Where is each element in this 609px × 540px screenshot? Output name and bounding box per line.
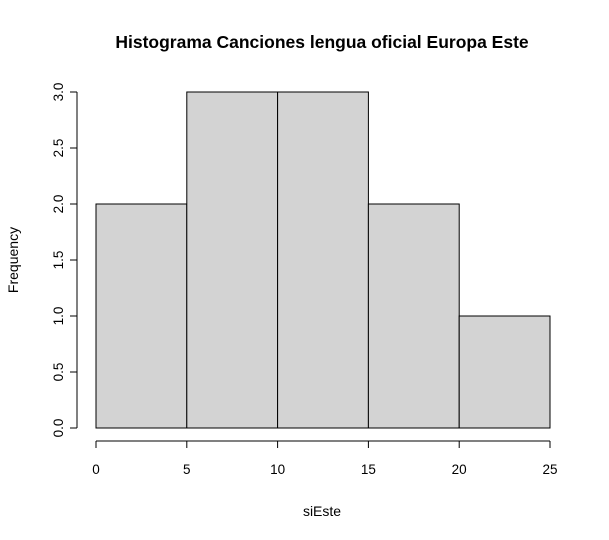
x-axis-label: siEste	[303, 503, 341, 519]
x-tick-label: 25	[542, 462, 557, 477]
y-tick-label: 2.0	[51, 195, 66, 214]
histogram-bar	[277, 91, 369, 429]
histogram-bar	[95, 203, 188, 429]
y-tick-label: 1.0	[51, 307, 66, 326]
bars-group	[95, 91, 551, 429]
y-tick-label: 2.5	[51, 139, 66, 158]
y-axis-label: Frequency	[5, 227, 21, 293]
x-tick-label: 0	[92, 462, 100, 477]
y-tick-label: 3.0	[51, 83, 66, 102]
x-tick-label: 20	[452, 462, 467, 477]
y-tick-label: 0.0	[51, 419, 66, 438]
y-tick-label: 0.5	[51, 363, 66, 382]
histogram-bar	[367, 203, 460, 429]
chart-title: Histograma Canciones lengua oficial Euro…	[115, 32, 529, 52]
y-tick-label: 1.5	[51, 251, 66, 270]
x-tick-label: 15	[361, 462, 376, 477]
x-tick-label: 5	[183, 462, 191, 477]
x-axis: 0 5 10 15 20 25	[92, 440, 558, 477]
x-tick-label: 10	[270, 462, 285, 477]
histogram-bar	[458, 315, 551, 429]
y-axis: 0.0 0.5 1.0 1.5 2.0 2.5 3.0	[51, 83, 78, 438]
histogram-bar	[186, 91, 279, 429]
